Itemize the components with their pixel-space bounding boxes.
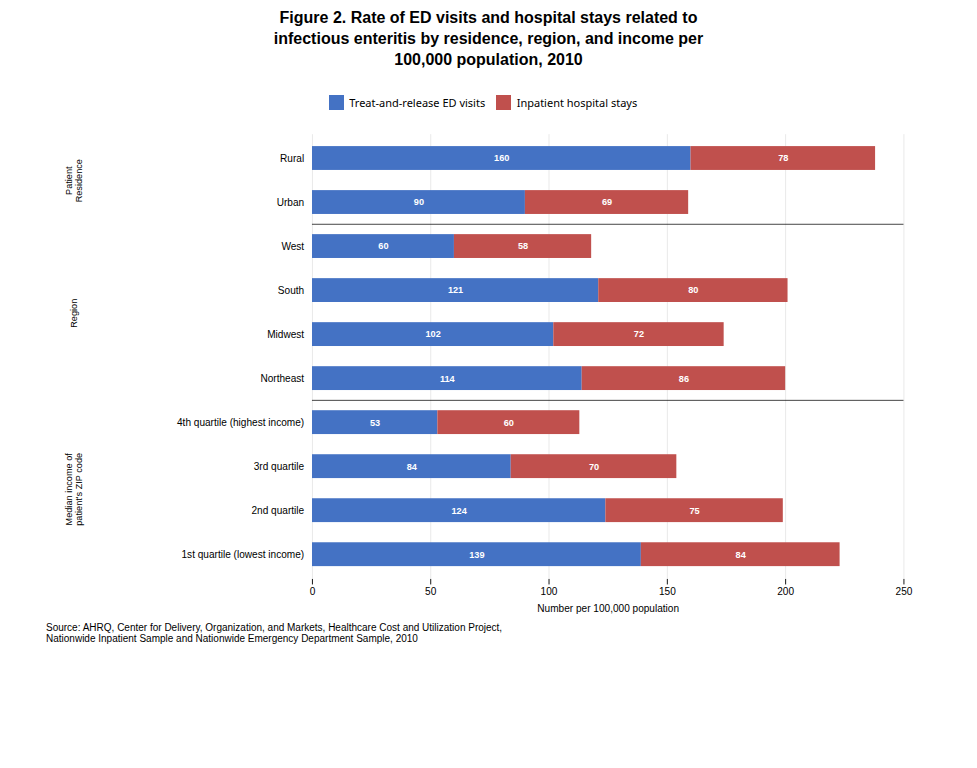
svg-text:75: 75: [689, 505, 699, 515]
svg-text:100: 100: [541, 586, 558, 597]
svg-text:South: South: [278, 285, 304, 296]
svg-text:84: 84: [736, 549, 747, 559]
svg-text:60: 60: [504, 417, 514, 427]
html-text:Treat-and-release ED visits: Treat-and-release ED visits: [349, 95, 486, 111]
svg-text:Number per 100,000 population: Number per 100,000 population: [537, 603, 679, 614]
svg-text:PatientResidence: PatientResidence: [64, 159, 83, 202]
svg-text:150: 150: [659, 586, 676, 597]
svg-text:West: West: [281, 241, 304, 252]
svg-text:Median income ofpatient's ZIP: Median income ofpatient's ZIP code: [64, 453, 83, 526]
svg-text:1st quartile (lowest income): 1st quartile (lowest income): [181, 549, 304, 560]
svg-text:Midwest: Midwest: [267, 329, 304, 340]
html-text:Inpatient hospital stays: Inpatient hospital stays: [516, 95, 638, 111]
svg-text:53: 53: [370, 417, 380, 427]
svg-text:2nd quartile: 2nd quartile: [251, 505, 304, 516]
svg-text:84: 84: [407, 461, 418, 471]
svg-text:78: 78: [778, 153, 788, 163]
svg-text:70: 70: [589, 461, 599, 471]
html-text:Figure 2. Rate of ED visits an: Figure 2. Rate of ED visits and hospital…: [273, 9, 704, 68]
svg-text:60: 60: [378, 241, 388, 251]
svg-text:114: 114: [440, 373, 456, 383]
svg-text:200: 200: [777, 586, 794, 597]
svg-text:69: 69: [602, 197, 612, 207]
svg-text:124: 124: [451, 505, 467, 515]
svg-text:86: 86: [679, 373, 689, 383]
svg-text:Northeast: Northeast: [260, 373, 304, 384]
svg-text:Urban: Urban: [277, 197, 304, 208]
svg-text:Rural: Rural: [280, 153, 304, 164]
svg-text:139: 139: [469, 549, 484, 559]
svg-text:80: 80: [688, 285, 698, 295]
svg-text:121: 121: [448, 285, 463, 295]
svg-text:0: 0: [310, 586, 316, 597]
svg-text:160: 160: [494, 153, 509, 163]
svg-text:3rd quartile: 3rd quartile: [254, 461, 305, 472]
svg-text:Region: Region: [69, 299, 79, 328]
svg-text:72: 72: [634, 329, 644, 339]
svg-text:4th quartile (highest income): 4th quartile (highest income): [177, 417, 304, 428]
svg-text:58: 58: [518, 241, 528, 251]
html-text:Source: AHRQ, Center for Deliv: Source: AHRQ, Center for Delivery, Organ…: [46, 622, 503, 645]
svg-text:90: 90: [414, 197, 424, 207]
svg-text:102: 102: [425, 329, 440, 339]
svg-text:50: 50: [425, 586, 437, 597]
svg-text:250: 250: [896, 586, 913, 597]
